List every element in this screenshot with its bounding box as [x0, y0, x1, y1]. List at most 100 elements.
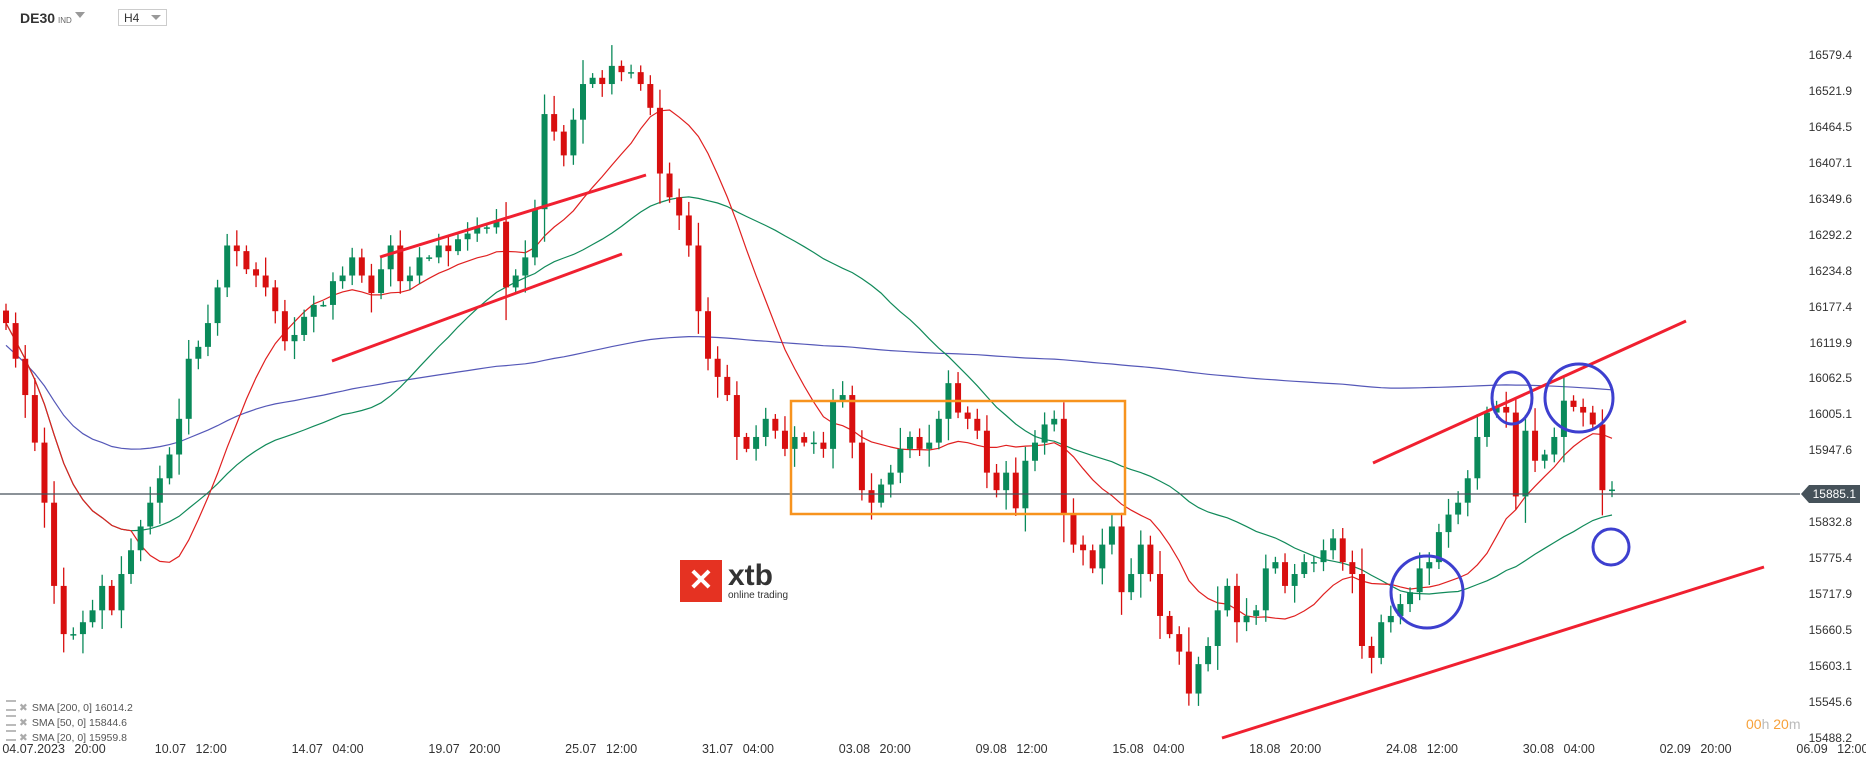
legend-item-sma50[interactable]: ✖ SMA [50, 0] 15844.6 — [6, 715, 133, 730]
candle-body — [695, 245, 702, 312]
candle-body — [185, 358, 192, 419]
y-tick-label: 15832.8 — [1808, 515, 1852, 530]
candle — [666, 162, 673, 203]
legend-item-sma20[interactable]: ✖ SMA [20, 0] 15959.8 — [6, 730, 133, 745]
settings-icon[interactable] — [6, 715, 16, 726]
candle — [1512, 396, 1519, 510]
candle — [983, 415, 990, 489]
y-tick-label: 15717.9 — [1808, 587, 1852, 602]
candle-body — [628, 72, 635, 74]
candle — [176, 398, 183, 475]
candle — [397, 230, 404, 294]
candle — [291, 317, 298, 360]
annotations — [331, 173, 1765, 740]
y-tick-label: 16464.5 — [1808, 119, 1852, 134]
candle-body — [993, 472, 1000, 491]
candle-body — [570, 119, 577, 156]
candle — [31, 378, 38, 452]
candle — [858, 430, 865, 501]
close-icon[interactable]: ✖ — [19, 717, 28, 729]
logo-subtext: online trading — [728, 589, 789, 601]
candle — [1570, 395, 1577, 412]
trend-line-lower-july[interactable] — [331, 252, 623, 363]
y-tick-label: 16407.1 — [1808, 155, 1852, 170]
candle-body — [416, 257, 423, 276]
candle — [1455, 491, 1462, 525]
candle — [1137, 530, 1144, 598]
candle-body — [839, 395, 846, 401]
consolidation-box[interactable] — [789, 399, 1127, 516]
x-tick-label: 24.08 12:00 — [1385, 742, 1459, 756]
candle-body — [79, 622, 86, 635]
candle — [1080, 535, 1087, 566]
candle-body — [1589, 412, 1596, 425]
candle — [339, 266, 346, 289]
sma-50-line — [5, 196, 1613, 595]
candle — [1022, 446, 1029, 532]
indicator-legend: ✖ SMA [200, 0] 16014.2 ✖ SMA [50, 0] 15844… — [6, 700, 133, 745]
candle — [1060, 402, 1067, 543]
timeframe-select[interactable]: H4 — [118, 9, 167, 26]
trend-line-upper-aug[interactable] — [1372, 319, 1687, 465]
candle-body — [108, 585, 115, 611]
candle — [705, 297, 712, 371]
candle-body — [118, 574, 125, 611]
candle — [272, 280, 279, 324]
legend-item-sma200[interactable]: ✖ SMA [200, 0] 16014.2 — [6, 700, 133, 715]
settings-icon[interactable] — [6, 700, 16, 711]
close-icon[interactable]: ✖ — [19, 732, 28, 744]
candle-body — [1541, 454, 1548, 461]
candle — [685, 201, 692, 257]
candle-body — [647, 84, 654, 108]
candle — [1243, 598, 1250, 632]
candle — [916, 428, 923, 456]
candle-body — [1407, 592, 1414, 605]
candle-body — [1003, 472, 1010, 491]
candle — [974, 408, 981, 440]
candle-body — [378, 269, 385, 294]
candle — [51, 481, 58, 604]
candle-body — [1493, 406, 1500, 413]
candle — [1532, 408, 1539, 473]
circle-marker-2[interactable] — [1543, 362, 1615, 434]
candle — [1253, 604, 1260, 625]
candle-body — [618, 65, 625, 73]
trend-line-lower-aug[interactable] — [1221, 565, 1765, 740]
sma-20-line — [5, 109, 1613, 620]
candle — [1051, 410, 1058, 432]
candle — [12, 312, 19, 368]
candle — [512, 269, 519, 293]
candle-body — [1041, 424, 1048, 443]
close-icon[interactable]: ✖ — [19, 702, 28, 714]
candle-body — [887, 472, 894, 485]
candle-body — [512, 275, 519, 288]
symbol-selector[interactable]: DE30 IND — [20, 10, 72, 26]
candle — [1157, 551, 1164, 639]
candle-body — [224, 245, 231, 288]
logo-text: xtb — [728, 558, 773, 592]
symbol-name: DE30 — [20, 10, 56, 26]
candle-body — [849, 395, 856, 443]
circle-marker-3[interactable] — [1591, 527, 1631, 567]
candle — [243, 245, 250, 275]
candle — [253, 262, 260, 288]
candle-body — [1609, 489, 1615, 492]
candle-body — [1435, 532, 1442, 563]
candle — [964, 406, 971, 430]
settings-icon[interactable] — [6, 730, 16, 741]
symbol-dropdown-icon[interactable] — [75, 12, 85, 18]
candle-body — [329, 281, 336, 305]
circle-marker-1[interactable] — [1490, 370, 1534, 426]
x-tick-label: 31.07 04:00 — [701, 742, 775, 756]
x-tick-label: 14.07 04:00 — [291, 742, 364, 756]
candle-body — [1195, 664, 1202, 694]
circle-marker-4[interactable] — [1389, 554, 1465, 630]
x-tick-label: 25.07 12:00 — [565, 742, 638, 756]
candle — [1320, 539, 1327, 572]
candle-body — [301, 316, 308, 335]
trend-line-upper-july[interactable] — [379, 173, 647, 259]
candle-body — [935, 418, 942, 443]
candle-body — [1147, 544, 1154, 575]
candle-body — [1570, 400, 1577, 407]
